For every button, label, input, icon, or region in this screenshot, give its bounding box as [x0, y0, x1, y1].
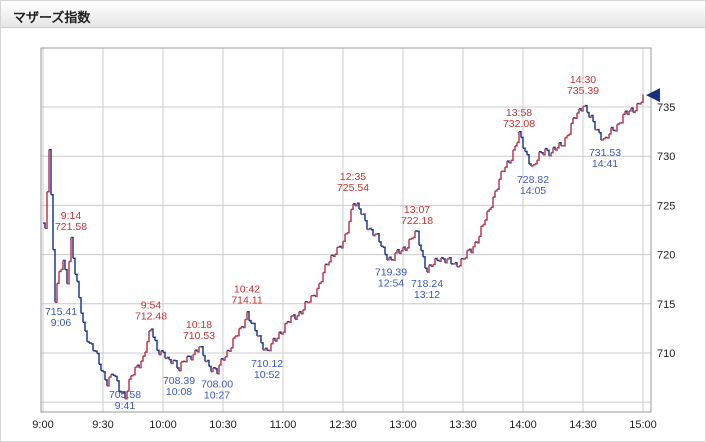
- high-annotation: 12:35: [340, 171, 366, 183]
- svg-text:735: 735: [657, 102, 675, 114]
- high-annotation: 10:18: [186, 319, 212, 331]
- svg-text:13:00: 13:00: [389, 419, 417, 431]
- high-annotation: 714.11: [231, 295, 262, 307]
- svg-text:14:00: 14:00: [509, 419, 537, 431]
- svg-text:730: 730: [657, 151, 675, 163]
- svg-text:720: 720: [657, 250, 675, 262]
- svg-text:10:00: 10:00: [149, 419, 177, 431]
- low-annotation: 12:54: [378, 278, 404, 290]
- down-segments: [43, 102, 640, 399]
- low-annotation: 13:12: [414, 289, 440, 301]
- svg-text:15:00: 15:00: [629, 419, 657, 431]
- low-annotation: 728.82: [517, 174, 549, 186]
- svg-text:710: 710: [657, 348, 675, 360]
- latest-price-marker-icon: [646, 88, 660, 103]
- low-annotation: 718.24: [411, 278, 443, 290]
- svg-text:715: 715: [657, 299, 675, 311]
- low-annotation: 9:41: [115, 400, 136, 412]
- grid-lines: [41, 48, 651, 412]
- low-annotation: 14:05: [520, 185, 546, 197]
- high-annotation: 721.58: [55, 221, 87, 233]
- high-annotation: 722.18: [401, 215, 433, 227]
- high-annotation: 9:54: [141, 300, 162, 312]
- svg-text:13:30: 13:30: [449, 419, 477, 431]
- axis-labels: 9:00 9:30 10:00 10:30 11:00 12:30 13:00 13:30 14…: [32, 102, 675, 431]
- svg-text:725: 725: [657, 200, 675, 212]
- low-annotation: 10:52: [254, 369, 280, 381]
- page-title: マザーズ指数: [13, 10, 91, 25]
- up-segments: [45, 94, 644, 400]
- svg-text:11:00: 11:00: [270, 419, 297, 431]
- svg-text:14:30: 14:30: [569, 419, 597, 431]
- high-annotation: 732.08: [503, 118, 535, 130]
- low-annotation: 705.58: [109, 389, 141, 401]
- low-annotation: 731.53: [589, 147, 621, 159]
- low-annotation: 708.00: [201, 379, 233, 391]
- low-annotation: 14:41: [592, 158, 618, 170]
- low-annotation: 715.41: [45, 306, 77, 318]
- svg-text:12:30: 12:30: [329, 419, 357, 431]
- high-annotation: 13:07: [404, 204, 430, 216]
- svg-text:9:00: 9:00: [32, 419, 53, 431]
- low-annotation: 10:08: [166, 386, 192, 398]
- latest-price-marker: [646, 88, 660, 103]
- plot-frame: [40, 47, 652, 413]
- high-annotation: 14:30: [570, 74, 596, 86]
- svg-text:9:30: 9:30: [92, 419, 113, 431]
- low-annotation: 9:06: [51, 317, 72, 329]
- low-annotation: 719.39: [375, 267, 407, 279]
- price-chart: 9:00 9:30 10:00 10:30 11:00 12:30 13:00 13:30 14…: [1, 28, 705, 440]
- high-annotation: 9:14: [61, 210, 82, 222]
- svg-text:10:30: 10:30: [209, 419, 237, 431]
- high-annotation: 710.53: [183, 330, 215, 342]
- high-annotation: 725.54: [337, 182, 369, 194]
- low-annotation: 710.12: [251, 358, 283, 370]
- high-annotation: 735.39: [567, 85, 599, 97]
- high-annotation: 13:58: [506, 107, 532, 119]
- low-annotation: 708.39: [163, 375, 195, 387]
- high-annotation: 712.48: [135, 311, 167, 323]
- high-annotation: 10:42: [234, 284, 260, 296]
- title-bar: マザーズ指数: [1, 1, 705, 28]
- price-series: [43, 94, 644, 400]
- intraday-candlestick-chart: 9:00 9:30 10:00 10:30 11:00 12:30 13:00 13:30 14…: [32, 47, 675, 431]
- low-annotation: 10:27: [204, 390, 230, 402]
